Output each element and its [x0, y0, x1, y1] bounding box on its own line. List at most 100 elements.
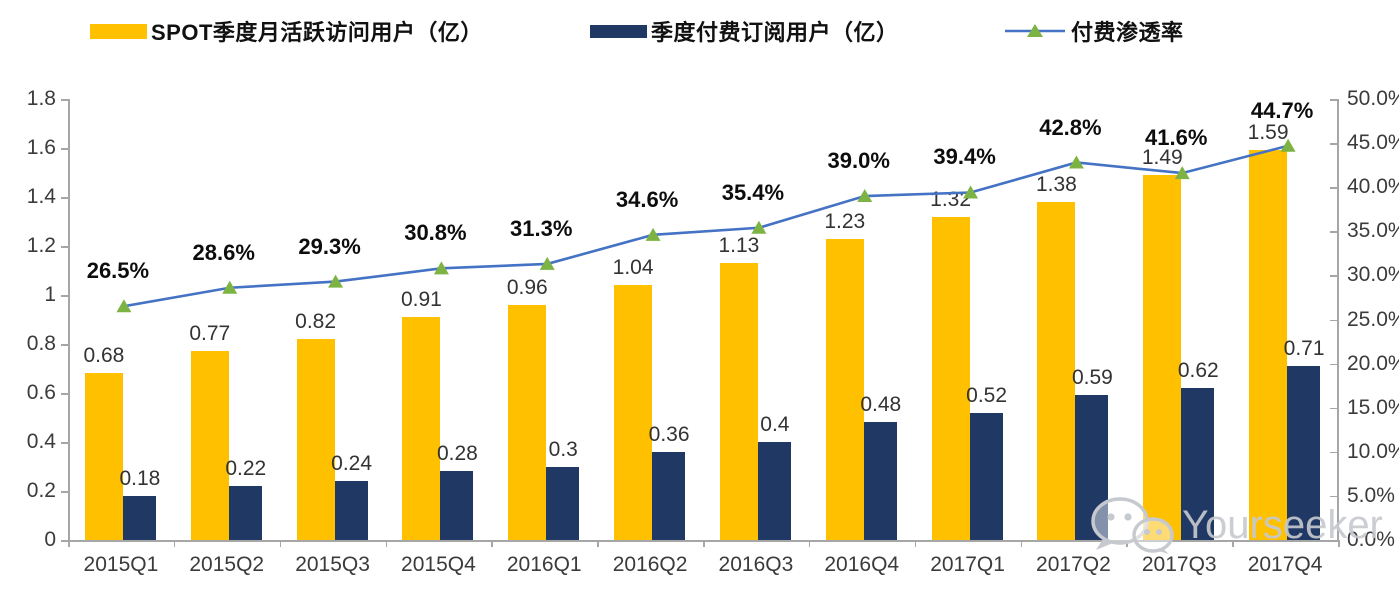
left-axis-tick: [61, 295, 68, 297]
right-axis-tick-label: 30.0%: [1347, 263, 1399, 287]
bar-subscribers-2016Q4: [863, 422, 897, 540]
triangle-marker: [1280, 138, 1296, 152]
right-axis-tick-label: 10.0%: [1347, 439, 1399, 463]
bar-subscribers-2015Q4: [440, 471, 474, 540]
bar-subscribers-value-label: 0.4: [760, 413, 790, 436]
bar-subscribers-2015Q1: [122, 495, 156, 540]
legend-label-subscribers: 季度付费订阅用户（亿）: [651, 20, 899, 45]
bar-mau-2017Q2: [1037, 201, 1076, 540]
bar-mau-2016Q1: [508, 304, 547, 540]
bar-subscribers-2017Q4: [1287, 366, 1321, 540]
left-axis-tick-label: 1.2: [26, 234, 56, 257]
right-axis-tick: [1330, 495, 1337, 498]
bar-mau-value-label: 1.49: [1141, 145, 1183, 169]
x-axis-tick: [279, 540, 282, 547]
right-axis-tick: [1330, 407, 1337, 410]
left-axis-tick-label: 0.8: [26, 332, 56, 355]
bar-subscribers-value-label: 0.52: [966, 383, 1008, 407]
legend-swatch-mau-bar: [90, 23, 147, 39]
triangle-marker: [539, 256, 555, 270]
bar-subscribers-value-label: 0.59: [1071, 366, 1113, 390]
bar-mau-2015Q2: [190, 351, 229, 540]
penetration-value-label: 29.3%: [298, 233, 361, 259]
bar-mau-value-label: 0.96: [506, 275, 548, 299]
triangle-marker: [751, 220, 767, 234]
right-axis-tick: [1330, 187, 1337, 189]
triangle-marker: [1174, 166, 1190, 180]
right-axis-tick-label: 20.0%: [1347, 351, 1399, 375]
bar-subscribers-value-label: 0.24: [331, 452, 373, 476]
triangle-marker: [645, 227, 661, 241]
x-axis-tick: [1338, 540, 1340, 547]
penetration-line: [116, 138, 1296, 313]
triangle-marker: [328, 274, 344, 288]
penetration-value-label: 34.6%: [615, 186, 679, 212]
x-axis-tick: [491, 540, 493, 547]
bar-mau-value-label: 0.77: [189, 322, 231, 346]
bar-mau-2017Q4: [1249, 150, 1288, 540]
bar-mau-value-label: 1.13: [718, 234, 760, 258]
left-axis-tick: [61, 197, 68, 199]
right-axis-tick: [1330, 451, 1337, 454]
right-axis-tick: [1330, 275, 1337, 277]
right-axis-tick: [1330, 99, 1337, 101]
bar-subscribers-2016Q1: [546, 466, 580, 540]
bar-subscribers-2017Q3: [1181, 388, 1215, 540]
right-axis-tick-label: 15.0%: [1347, 395, 1399, 419]
right-axis-tick-label: 25.0%: [1347, 307, 1399, 331]
bar-subscribers-value-label: 0.18: [119, 466, 161, 490]
triangle-marker: [222, 280, 238, 294]
penetration-value-label: 41.6%: [1145, 125, 1208, 151]
left-axis-tick-label: 0.4: [26, 430, 56, 453]
bar-mau-2017Q3: [1143, 174, 1182, 540]
bar-mau-value-label: 1.59: [1247, 121, 1289, 145]
x-axis-tick: [1126, 540, 1128, 547]
right-axis-tick-label: 40.0%: [1347, 175, 1399, 199]
left-axis-tick-label: 0: [44, 528, 56, 551]
x-axis-category-label: 2016Q1: [506, 553, 582, 576]
right-axis-tick-label: 35.0%: [1347, 219, 1399, 243]
x-axis-category-label: 2017Q1: [930, 553, 1005, 576]
triangle-marker: [963, 185, 979, 199]
penetration-value-label: 31.3%: [510, 215, 573, 241]
left-axis-tick: [61, 99, 68, 101]
bar-subscribers-value-label: 0.22: [225, 457, 267, 481]
bar-mau-value-label: 1.04: [612, 256, 654, 280]
bar-subscribers-2015Q3: [334, 481, 368, 540]
bar-subscribers-value-label: 0.36: [648, 422, 690, 446]
right-axis-tick: [1330, 319, 1337, 321]
penetration-value-label: 26.5%: [86, 258, 150, 284]
legend-label-penetration: 付费渗透率: [1071, 20, 1184, 45]
bar-subscribers-value-label: 0.71: [1283, 337, 1325, 361]
x-axis-tick: [1232, 540, 1234, 547]
bar-mau-2017Q1: [931, 216, 970, 540]
left-axis-tick: [61, 540, 68, 542]
right-axis-tick-label: 0.0%: [1347, 528, 1395, 551]
bar-subscribers-2017Q1: [969, 412, 1003, 540]
x-axis-tick: [914, 540, 917, 547]
x-axis-category-label: 2015Q3: [295, 553, 370, 576]
x-axis-tick: [68, 540, 70, 547]
bar-subscribers-value-label: 0.62: [1177, 359, 1219, 383]
penetration-value-label: 39.0%: [827, 148, 890, 174]
legend-line-marker-icon: [1005, 24, 1065, 37]
bar-mau-2016Q2: [614, 285, 653, 540]
right-axis-tick-label: 45.0%: [1347, 131, 1399, 155]
bar-subscribers-value-label: 0.3: [548, 437, 578, 461]
left-axis-tick: [61, 442, 68, 444]
bar-mau-2015Q4: [402, 317, 441, 540]
right-axis-tick-label: 5.0%: [1347, 483, 1395, 507]
legend-item-penetration: 付费渗透率: [1005, 18, 1184, 45]
bar-mau-value-label: 1.38: [1035, 172, 1077, 196]
x-axis-tick: [597, 540, 599, 547]
bar-mau-2016Q3: [719, 263, 758, 540]
left-axis-tick: [61, 148, 68, 150]
x-axis-category-label: 2016Q3: [718, 553, 794, 576]
bar-mau-value-label: 0.91: [400, 288, 442, 312]
bar-subscribers-value-label: 0.28: [436, 442, 478, 466]
x-axis-category-label: 2017Q2: [1036, 553, 1111, 576]
x-axis-category-label: 2016Q4: [824, 553, 900, 576]
triangle-marker: [857, 189, 873, 203]
left-axis-tick: [61, 344, 68, 346]
